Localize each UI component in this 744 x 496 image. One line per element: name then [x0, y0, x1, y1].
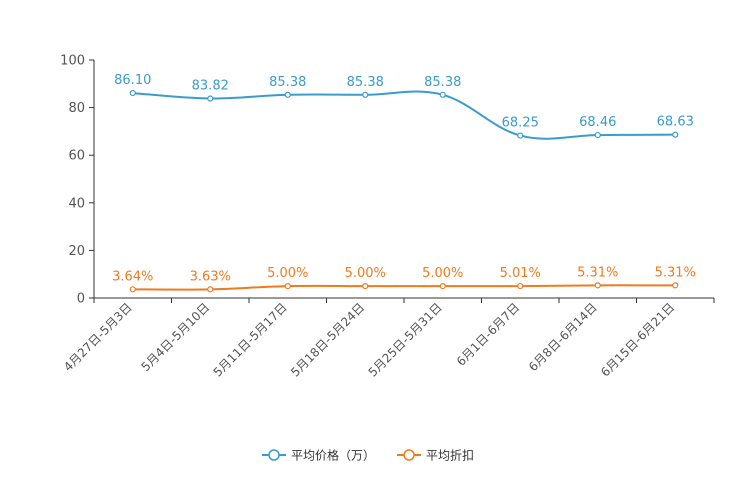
series-1: 3.64% 3.63% 5.00% 5.00% 5.00% 5.01% 5.31% 5.31%: [112, 265, 696, 293]
x-tick-label: 6月15日-6月21日: [598, 300, 677, 379]
data-point[interactable]: [439, 91, 446, 98]
data-point[interactable]: [594, 131, 601, 139]
x-axis: 4月27日-5月3日 5月4日-5月10日5月11日-5月17日5月18日-5月2…: [61, 297, 715, 380]
series-layer: 86.10 83.82 85.38 85.38 85.38 68.25 68.46 68.63…: [112, 73, 696, 293]
data-point[interactable]: [517, 132, 524, 139]
legend[interactable]: 平均价格（万） 平均折扣: [262, 448, 474, 463]
data-label: 5.01%: [500, 266, 541, 281]
data-label: 5.31%: [655, 265, 696, 280]
data-label: 68.46: [579, 115, 616, 130]
series-line: [132, 284, 676, 291]
data-point[interactable]: [439, 283, 446, 290]
data-point[interactable]: [129, 89, 136, 97]
data-label: 5.00%: [345, 266, 386, 281]
data-point[interactable]: [672, 282, 679, 289]
x-tick-label: 5月25日-5月31日: [366, 300, 445, 379]
legend-marker: [268, 449, 280, 461]
y-tick-label: 20: [68, 244, 85, 259]
series-line: [132, 90, 676, 140]
x-tick-label: 5月4日-5月10日: [138, 300, 212, 374]
y-tick-label: 80: [68, 101, 85, 116]
data-label: 68.25: [502, 116, 539, 131]
series-0: 86.10 83.82 85.38 85.38 85.38 68.25 68.46 68.63: [114, 73, 694, 140]
x-tick-label: 5月18日-5月24日: [288, 300, 367, 379]
x-tick-label: 4月27日-5月3日: [61, 300, 135, 374]
data-point[interactable]: [362, 283, 369, 290]
legend-marker: [403, 449, 415, 461]
x-tick-label: 6月8日-6月14日: [526, 300, 600, 374]
data-label: 68.63: [657, 115, 694, 130]
y-axis: 0 20 40 60 80 100: [60, 54, 95, 307]
data-label: 85.38: [424, 75, 461, 90]
y-tick-label: 0: [77, 292, 85, 307]
data-label: 83.82: [192, 79, 229, 94]
data-label: 3.64%: [112, 269, 153, 284]
data-label: 85.38: [347, 75, 384, 90]
y-tick-label: 40: [68, 196, 85, 211]
legend-item-1[interactable]: 平均折扣: [397, 448, 474, 463]
data-point[interactable]: [517, 282, 524, 290]
legend-label: 平均折扣: [426, 448, 474, 463]
x-tick-label: 5月11日-5月17日: [211, 300, 290, 379]
legend-label: 平均价格（万）: [291, 448, 375, 463]
data-point[interactable]: [129, 286, 136, 293]
data-label: 5.00%: [422, 266, 463, 281]
data-point[interactable]: [362, 91, 369, 98]
x-tick-label: 6月1日-6月7日: [454, 300, 523, 369]
data-label: 86.10: [114, 73, 151, 88]
data-point[interactable]: [594, 282, 601, 289]
data-label: 5.31%: [577, 265, 618, 280]
data-point[interactable]: [672, 131, 679, 138]
data-point[interactable]: [207, 95, 214, 102]
y-tick-label: 60: [68, 149, 85, 164]
data-point[interactable]: [284, 91, 291, 98]
data-point[interactable]: [207, 286, 214, 293]
y-tick-label: 100: [60, 54, 85, 69]
data-label: 85.38: [269, 75, 306, 90]
legend-item-0[interactable]: 平均价格（万）: [262, 448, 375, 463]
data-point[interactable]: [284, 283, 291, 290]
data-label: 5.00%: [267, 266, 308, 281]
data-label: 3.63%: [190, 269, 231, 284]
